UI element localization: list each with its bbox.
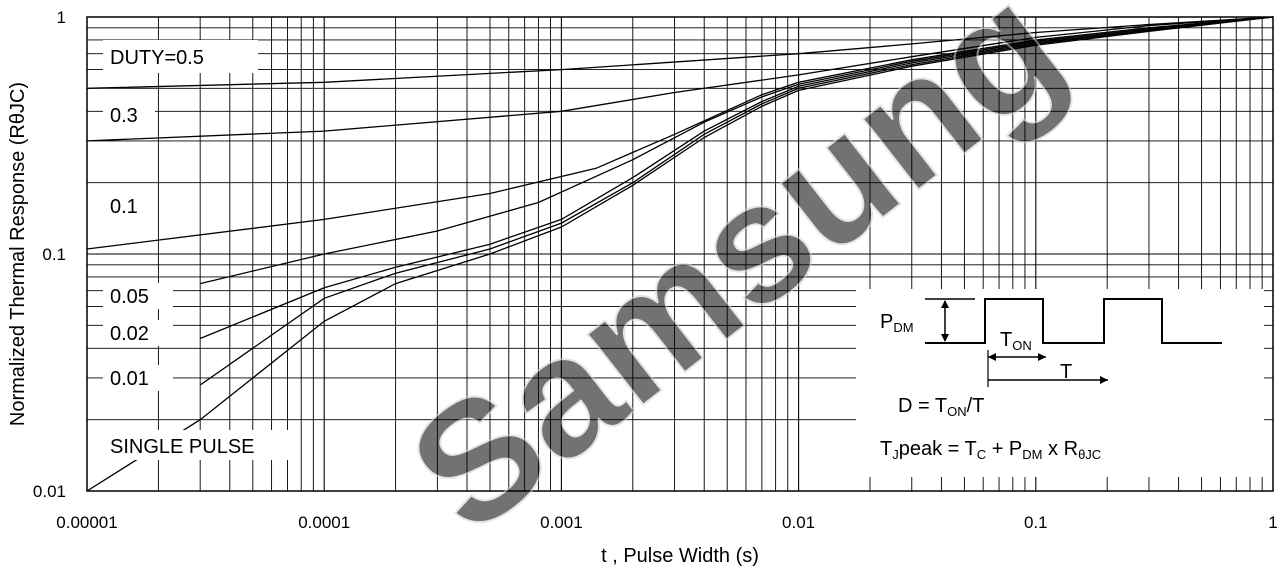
period-label: T — [1060, 361, 1072, 383]
tj-formula: TJpeak = TC + PDM x RθJC — [880, 438, 1101, 462]
x-tick-label: 0.01 — [782, 513, 815, 532]
ton-label: TON — [1000, 329, 1032, 353]
label-bg-0.02 — [103, 320, 173, 346]
series-label-0.1: 0.1 — [110, 196, 138, 218]
watermark: Samsung — [376, 0, 1096, 569]
series-label-0.05: 0.05 — [110, 286, 149, 308]
x-tick-label: 0.001 — [540, 513, 583, 532]
y-tick-label: 0.01 — [33, 482, 66, 501]
x-tick-label: 0.0001 — [298, 513, 350, 532]
series-line-5 — [199, 16, 1274, 386]
label-bg-duty — [103, 40, 258, 73]
label-bg-single — [103, 430, 298, 460]
series-label-0.02: 0.02 — [110, 323, 149, 345]
series-label-0.01: 0.01 — [110, 368, 149, 390]
series-line-4 — [199, 16, 1274, 340]
series-line-0 — [86, 16, 1274, 89]
x-tick-label: 0.00001 — [56, 513, 117, 532]
tick-labels: 0.00001 0.0001 0.001 0.01 0.1 1 0.01 0.1 1 — [33, 8, 1278, 532]
duty-formula: D = TON/T — [898, 395, 984, 419]
label-bg-0.01 — [103, 365, 173, 391]
y-tick-label: 1 — [57, 8, 66, 27]
label-bg-0.1 — [103, 193, 155, 219]
series-line-3 — [200, 16, 1274, 285]
y-tick-label: 0.1 — [42, 245, 66, 264]
label-bg-0.3 — [103, 102, 155, 128]
period-arrowhead — [1100, 376, 1108, 384]
pulse-diagram-inset: PDM TON T D = TON/T TJpeak = TC + PDM x … — [856, 289, 1264, 477]
series-line-2 — [86, 16, 1274, 250]
inset-background — [856, 289, 1264, 477]
x-tick-label: 0.1 — [1024, 513, 1048, 532]
pdm-label: PDM — [880, 311, 914, 335]
y-axis-title: Normalized Thermal Response (RθJC) — [7, 82, 29, 426]
x-tick-label: 1 — [1268, 513, 1277, 532]
y-axis-title-group: Normalized Thermal Response (RθJC) — [7, 82, 29, 426]
series-line-1 — [86, 16, 1274, 142]
series-label-0.5: DUTY=0.5 — [110, 47, 204, 69]
series-layer — [86, 16, 1274, 492]
series-label-0.3: 0.3 — [110, 105, 138, 127]
pulse-train — [925, 298, 1222, 344]
label-bg-0.05 — [103, 283, 173, 309]
series-line-6 — [86, 16, 1274, 492]
plot-frame — [86, 16, 1274, 492]
x-axis-title: t , Pulse Width (s) — [601, 545, 759, 567]
series-label-single-pulse: SINGLE PULSE — [110, 436, 255, 458]
